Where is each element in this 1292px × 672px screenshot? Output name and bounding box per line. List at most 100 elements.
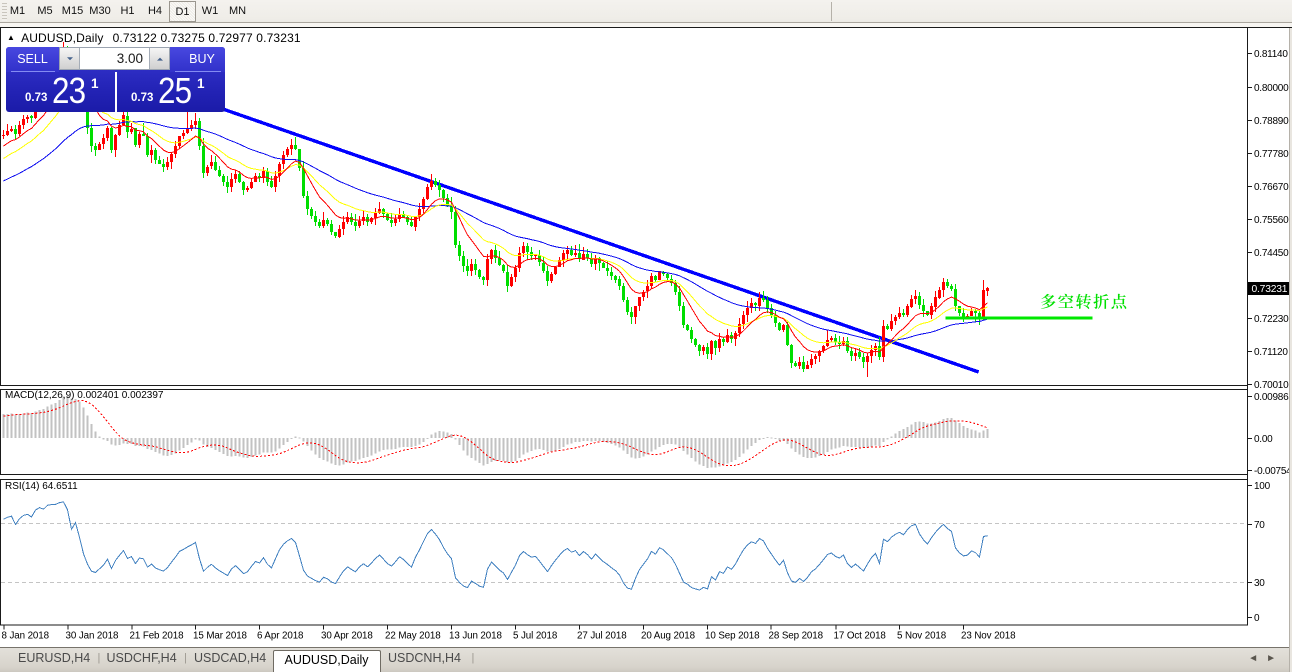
date-tick-label: 27 Jul 2018 [577, 631, 627, 642]
buy-price-display[interactable]: 0.73 25 1 [117, 72, 225, 112]
macd-signal-line [3, 400, 988, 467]
support-horizontal-line[interactable] [945, 316, 1093, 320]
scroll-right-icon[interactable]: ► [1266, 653, 1284, 664]
date-tick-label: 5 Nov 2018 [897, 631, 947, 642]
volume-spinner [59, 47, 170, 70]
date-tick-label: 8 Jan 2018 [2, 631, 50, 642]
sell-price-big: 23 [52, 69, 86, 111]
sell-button[interactable]: SELL [6, 47, 59, 72]
chart-tab-usdcad[interactable]: USDCAD,H4 [194, 651, 267, 665]
ma-fast-line [3, 73, 988, 354]
buy-price-sup: 1 [197, 76, 205, 91]
rsi-tick-label: 100 [1254, 481, 1271, 492]
scroll-left-icon[interactable]: ◄ [1248, 653, 1267, 664]
date-tick-label: 10 Sep 2018 [705, 631, 760, 642]
sell-price-display[interactable]: 0.73 23 1 [6, 72, 115, 112]
price-tick-label: 0.78890 [1254, 116, 1289, 127]
chart-tab-audusd[interactable]: AUDUSD,Daily [272, 650, 381, 672]
date-tick-label: 30 Apr 2018 [321, 631, 373, 642]
buy-price-big: 25 [158, 69, 192, 111]
buy-button[interactable]: BUY [170, 47, 225, 72]
timeframe-button-m1[interactable]: M1 [9, 5, 26, 17]
collapse-arrow-icon[interactable]: ▲ [7, 33, 16, 42]
rsi-line [3, 501, 988, 591]
macd-indicator-label: MACD(12,26,9) 0.002401 0.002397 [5, 390, 164, 401]
panel-frames [0, 27, 1292, 626]
timeframe-button-m30[interactable]: M30 [89, 5, 111, 17]
price-tick-label: 0.80000 [1254, 83, 1289, 94]
price-tick-label: 0.75560 [1254, 215, 1289, 226]
volume-increase-button[interactable] [149, 48, 169, 69]
sell-price-sup: 1 [91, 76, 99, 91]
chart-tab-bar: ◄► EURUSD,H4 USDCHF,H4 USDCAD,H4 AUDUSD,Dai… [0, 647, 1292, 672]
descending-trendline[interactable] [154, 83, 980, 374]
rsi-tick-label: 0 [1254, 613, 1260, 624]
timeframe-button-m15[interactable]: M15 [61, 5, 84, 17]
price-divider [115, 72, 117, 112]
buy-price-prefix: 0.73 [131, 91, 154, 104]
timeframe-button-h4[interactable]: H4 [147, 5, 163, 17]
chart-symbol-header: ▲ AUDUSD,Daily 0.73122 0.73275 0.72977 0… [7, 31, 301, 45]
price-axis[interactable]: 0.81140 0.80000 0.78890 0.77780 0.76670 0.755… [1247, 49, 1292, 624]
one-click-trading-panel: SELL BUY 0.73 23 1 0.73 25 1 [6, 47, 225, 112]
chart-tab-usdcnh[interactable]: USDCNH,H4 [388, 651, 461, 665]
sell-price-prefix: 0.73 [25, 91, 48, 104]
date-tick-label: 17 Oct 2018 [834, 631, 887, 642]
date-tick-label: 22 May 2018 [385, 631, 441, 642]
date-tick-label: 30 Jan 2018 [66, 631, 119, 642]
timeframe-toolbar: M1 M5 M15 M30 H1 H4 D1 W1 MN [0, 0, 1292, 27]
price-tick-label: 0.74450 [1254, 248, 1289, 259]
price-tick-label: 0.71120 [1254, 347, 1288, 358]
chart-tab-usdchf[interactable]: USDCHF,H4 [106, 651, 177, 665]
tab-separator: | [184, 652, 187, 664]
macd-histogram [2, 396, 989, 469]
price-axis-ticks [1247, 53, 1252, 618]
rsi-tick-label: 30 [1254, 578, 1265, 589]
triangle-down-icon [66, 56, 73, 63]
volume-decrease-button[interactable] [60, 48, 80, 69]
tab-separator: | [97, 652, 101, 664]
timeframe-button-h1[interactable]: H1 [120, 5, 135, 17]
buy-button-underline [175, 71, 221, 72]
sell-button-underline [11, 71, 55, 72]
ohlc-values: 0.73122 0.73275 0.72977 0.73231 [112, 31, 301, 45]
date-tick-label: 5 Jul 2018 [513, 631, 558, 642]
toolbar-grip-handle[interactable] [2, 3, 7, 21]
rsi-tick-label: 70 [1254, 520, 1265, 531]
sell-button-label: SELL [17, 52, 48, 66]
date-tick-label: 21 Feb 2018 [130, 631, 185, 642]
price-tick-label: 0.77780 [1254, 149, 1289, 160]
timeframe-button-mn[interactable]: MN [228, 5, 247, 17]
macd-tick-label: 0.009863 [1254, 392, 1292, 403]
price-tick-label: 0.81140 [1254, 49, 1288, 60]
ma-slow-line [3, 121, 988, 342]
timeframe-button-m5[interactable]: M5 [37, 5, 53, 17]
toolbar-divider [0, 22, 1292, 23]
date-tick-label: 20 Aug 2018 [641, 631, 696, 642]
macd-tick-label: 0.00 [1254, 434, 1273, 445]
date-tick-label: 23 Nov 2018 [961, 631, 1016, 642]
tab-scroll-arrows[interactable]: ◄► [1248, 653, 1284, 664]
volume-input[interactable] [80, 48, 149, 69]
price-tick-label: 0.76670 [1254, 182, 1289, 193]
toolbar-separator [831, 2, 832, 21]
price-tick-label: 0.72230 [1254, 314, 1289, 325]
ma-mid-line [3, 92, 988, 350]
price-tick-label: 0.70010 [1254, 380, 1289, 391]
date-tick-label: 15 Mar 2018 [193, 631, 248, 642]
current-price-box [1248, 282, 1290, 295]
macd-tick-label: -0.007543 [1254, 466, 1292, 477]
window-right-edge [1289, 28, 1292, 672]
date-axis[interactable]: 8 Jan 2018 30 Jan 2018 21 Feb 2018 15 Mar 2… [2, 625, 1017, 642]
chart-tab-eurusd[interactable]: EURUSD,H4 [18, 651, 91, 665]
timeframe-button-d1[interactable]: D1 [169, 1, 196, 22]
date-tick-label: 28 Sep 2018 [769, 631, 824, 642]
buy-button-label: BUY [189, 52, 215, 66]
timeframe-button-w1[interactable]: W1 [201, 5, 219, 17]
rsi-indicator-label: RSI(14) 64.6511 [5, 481, 78, 492]
annotation-text[interactable] [1040, 293, 1127, 309]
tab-separator: | [471, 652, 475, 664]
toolbar-divider-light [0, 23, 1292, 27]
